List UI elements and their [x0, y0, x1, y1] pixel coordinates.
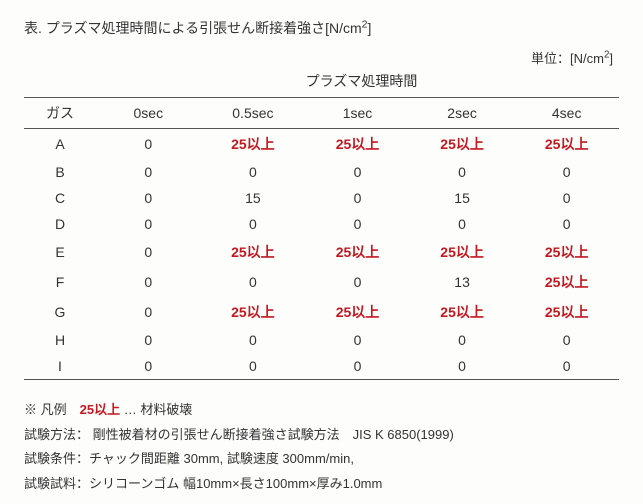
col-header: 1sec [305, 98, 410, 129]
notes-block: ※ 凡例 25以上 … 材料破壊 試験方法： 剛性被着材の引張せん断接着強さ試験… [24, 398, 619, 497]
value-cell: 0 [96, 159, 201, 185]
gas-cell: G [24, 297, 96, 327]
value-cell: 0 [96, 267, 201, 297]
table-row: D00000 [24, 211, 619, 237]
gas-cell: I [24, 353, 96, 380]
value-cell: 0 [201, 353, 306, 380]
value-cell: 0 [410, 159, 515, 185]
value-cell: 0 [410, 211, 515, 237]
table-row: A025以上25以上25以上25以上 [24, 129, 619, 160]
value-cell: 0 [514, 353, 619, 380]
value-cell: 0 [96, 237, 201, 267]
gas-cell: B [24, 159, 96, 185]
value-cell: 25以上 [410, 129, 515, 160]
gas-cell: D [24, 211, 96, 237]
value-cell: 25以上 [201, 297, 306, 327]
value-cell: 15 [410, 185, 515, 211]
value-cell: 0 [305, 211, 410, 237]
value-cell: 0 [96, 297, 201, 327]
value-cell: 0 [410, 353, 515, 380]
value-cell: 0 [201, 267, 306, 297]
col-header: 2sec [410, 98, 515, 129]
title-text: 表. プラズマ処理時間による引張せん断接着強さ[N/cm [24, 20, 362, 36]
table-row: H00000 [24, 327, 619, 353]
value-cell: 0 [305, 185, 410, 211]
value-cell: 25以上 [514, 297, 619, 327]
legend-suffix: … 材料破壊 [120, 402, 192, 417]
value-cell: 25以上 [201, 129, 306, 160]
gas-cell: F [24, 267, 96, 297]
value-cell: 0 [201, 327, 306, 353]
value-cell: 25以上 [410, 237, 515, 267]
gas-cell: A [24, 129, 96, 160]
note-method: 試験方法： 剛性被着材の引張せん断接着強さ試験方法 JIS K 6850(199… [24, 423, 619, 448]
column-group-header: プラズマ処理時間 [24, 71, 619, 91]
value-cell: 0 [305, 353, 410, 380]
legend-prefix: ※ 凡例 [24, 402, 80, 417]
note-sample: 試験試料：シリコーンゴム 幅10mm×長さ100mm×厚み1.0mm [24, 472, 619, 497]
data-table: ガス 0sec 0.5sec 1sec 2sec 4sec A025以上25以上… [24, 97, 619, 380]
value-cell: 25以上 [514, 237, 619, 267]
legend-line: ※ 凡例 25以上 … 材料破壊 [24, 398, 619, 423]
value-cell: 0 [514, 211, 619, 237]
value-cell: 0 [305, 267, 410, 297]
table-row: G025以上25以上25以上25以上 [24, 297, 619, 327]
value-cell: 13 [410, 267, 515, 297]
value-cell: 0 [201, 211, 306, 237]
value-cell: 15 [201, 185, 306, 211]
value-cell: 0 [201, 159, 306, 185]
legend-highlight: 25以上 [80, 402, 120, 417]
value-cell: 0 [514, 159, 619, 185]
value-cell: 25以上 [305, 297, 410, 327]
title-close: ] [367, 20, 371, 36]
value-cell: 25以上 [201, 237, 306, 267]
value-cell: 0 [96, 129, 201, 160]
col-header: 0sec [96, 98, 201, 129]
gas-cell: H [24, 327, 96, 353]
col-header: ガス [24, 98, 96, 129]
table-row: C0150150 [24, 185, 619, 211]
value-cell: 0 [96, 211, 201, 237]
value-cell: 0 [514, 327, 619, 353]
header-row: ガス 0sec 0.5sec 1sec 2sec 4sec [24, 98, 619, 129]
note-conditions: 試験条件：チャック間距離 30mm, 試験速度 300mm/min, [24, 447, 619, 472]
table-row: F0001325以上 [24, 267, 619, 297]
col-header: 0.5sec [201, 98, 306, 129]
table-row: B00000 [24, 159, 619, 185]
value-cell: 25以上 [305, 237, 410, 267]
value-cell: 25以上 [514, 129, 619, 160]
gas-cell: E [24, 237, 96, 267]
table-title: 表. プラズマ処理時間による引張せん断接着強さ[N/cm2] [24, 18, 619, 38]
value-cell: 0 [96, 327, 201, 353]
unit-label: 単位：[N/cm2] [24, 48, 619, 67]
value-cell: 25以上 [305, 129, 410, 160]
table-row: E025以上25以上25以上25以上 [24, 237, 619, 267]
unit-text: 単位：[N/cm [531, 51, 604, 66]
value-cell: 0 [305, 159, 410, 185]
value-cell: 0 [514, 185, 619, 211]
unit-close: ] [609, 51, 613, 66]
col-header: 4sec [514, 98, 619, 129]
value-cell: 0 [410, 327, 515, 353]
gas-cell: C [24, 185, 96, 211]
value-cell: 0 [96, 353, 201, 380]
value-cell: 0 [305, 327, 410, 353]
table-row: I00000 [24, 353, 619, 380]
value-cell: 0 [96, 185, 201, 211]
value-cell: 25以上 [410, 297, 515, 327]
value-cell: 25以上 [514, 267, 619, 297]
